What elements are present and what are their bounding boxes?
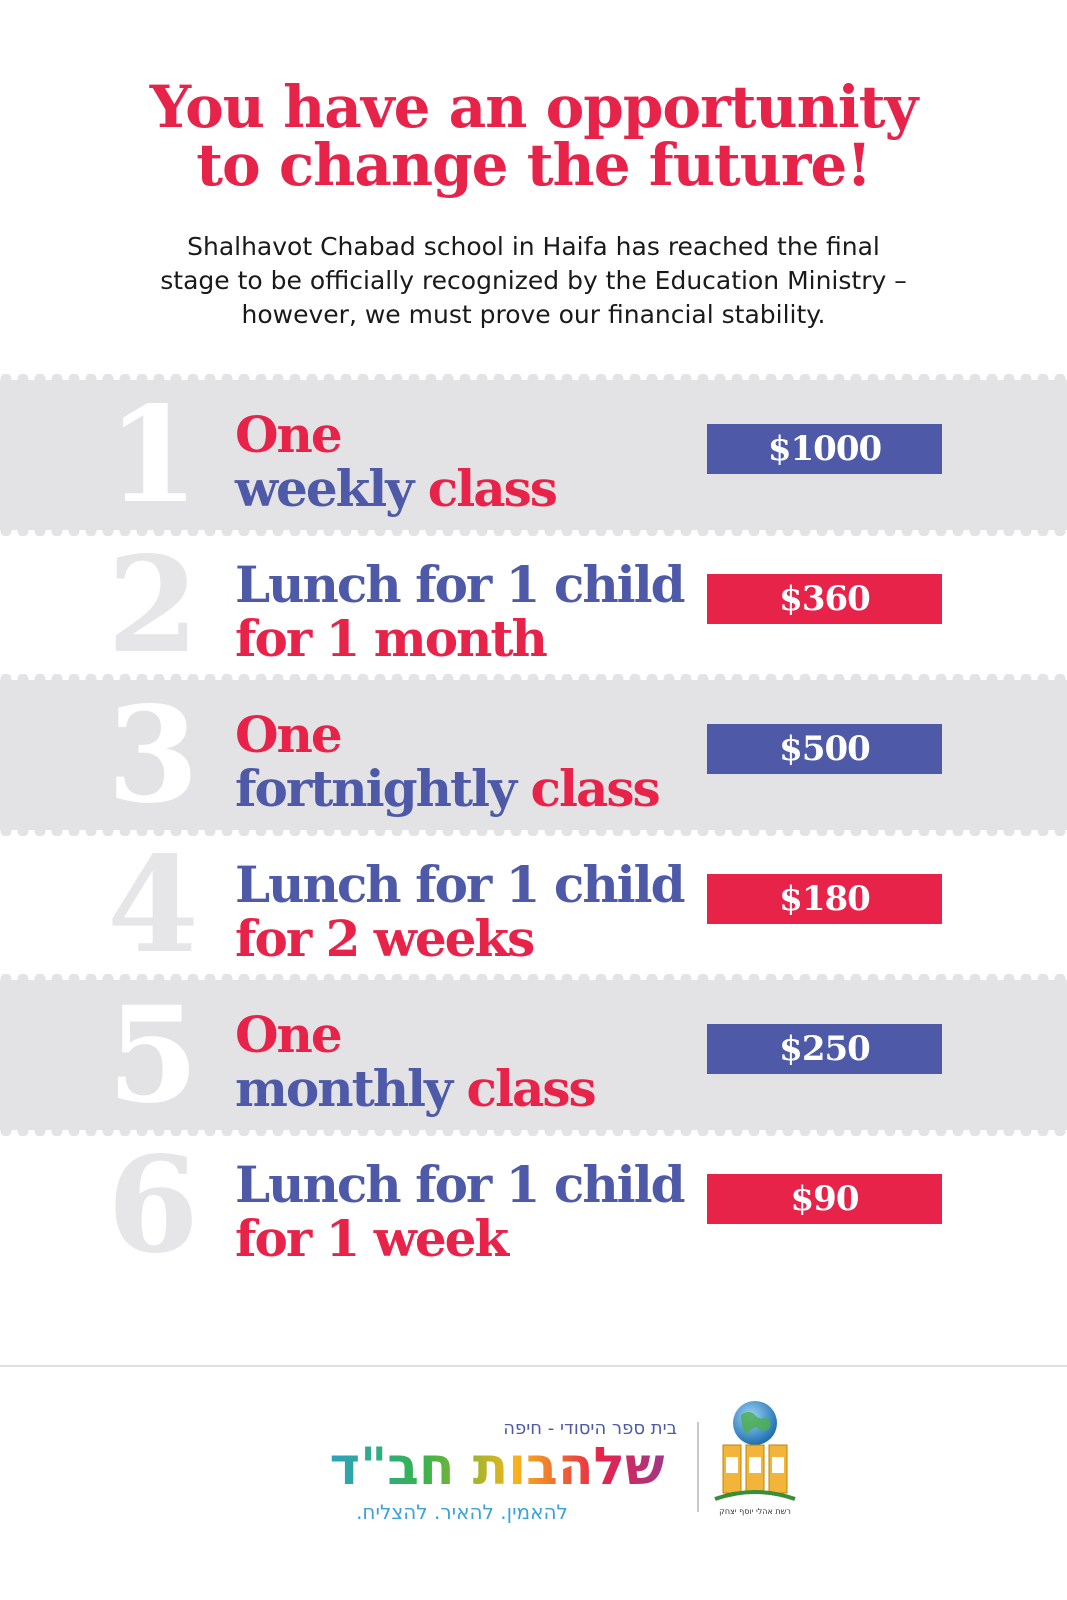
option-price-badge: $500 [707, 724, 942, 774]
school-subtitle: בית ספר היסודי - חיפה [503, 1418, 677, 1439]
option-title-segment: Lunch for 1 child [235, 855, 686, 914]
option-title-segment: for 1 week [235, 1209, 509, 1268]
school-tagline: להאמין. להאיר. להצליח. [356, 1500, 568, 1524]
option-title: Lunch for 1 child for 2 weeks [235, 858, 686, 966]
option-number: 2 [107, 528, 199, 683]
option-title-line1: Lunch for 1 child [235, 858, 686, 912]
headline-line-1: You have an opportunity [149, 73, 919, 141]
option-title-line1: One [235, 708, 675, 762]
option-number: 1 [107, 378, 199, 533]
option-title-segment: weekly [235, 459, 428, 518]
option-price-badge: $180 [707, 874, 942, 924]
option-title-line1: One [235, 1008, 675, 1062]
option-title: One weekly class [235, 408, 675, 516]
globe-emblem-icon [714, 1401, 796, 1501]
option-title-line1: Lunch for 1 child [235, 558, 686, 612]
option-title-segment: Lunch for 1 child [235, 1155, 686, 1214]
option-number: 5 [107, 978, 199, 1133]
emblem-caption: רשת אהלי יוסף יצחק [719, 1507, 791, 1516]
option-title-segment: class [427, 459, 558, 518]
donation-option-row: 5 One monthly class $250 [0, 974, 1067, 1136]
option-title-segment: fortnightly [235, 759, 531, 818]
option-title-line2: for 1 month [235, 612, 675, 666]
option-number: 6 [107, 1128, 199, 1283]
option-price-badge: $360 [707, 574, 942, 624]
school-logo: בית ספר היסודי - חיפה שלהבות חב"ד להאמין… [312, 1418, 682, 1528]
option-title-line1: One [235, 408, 675, 462]
school-name: שלהבות חב"ד [312, 1436, 682, 1498]
intro-line-2: stage to be officially recognized by the… [160, 266, 907, 295]
option-number: 4 [107, 828, 199, 983]
intro-line-1: Shalhavot Chabad school in Haifa has rea… [187, 232, 880, 261]
option-price-badge: $90 [707, 1174, 942, 1224]
headline: You have an opportunity to change the fu… [0, 78, 1067, 194]
option-price-badge: $1000 [707, 424, 942, 474]
option-title-segment: monthly [235, 1059, 467, 1118]
intro-line-3: however, we must prove our financial sta… [241, 300, 826, 329]
option-title-line1: Lunch for 1 child [235, 1158, 686, 1212]
donation-option-row: 4 Lunch for 1 child for 2 weeks $180 [0, 830, 1067, 980]
option-title: One monthly class [235, 1008, 675, 1116]
option-title-segment: Lunch for 1 child [235, 555, 686, 614]
intro-paragraph: Shalhavot Chabad school in Haifa has rea… [60, 230, 1007, 332]
option-title-segment: for 2 weeks [235, 909, 535, 968]
option-title-segment: class [466, 1059, 597, 1118]
option-title: One fortnightly class [235, 708, 675, 816]
option-title-segment: One [235, 705, 343, 764]
option-title: Lunch for 1 child for 1 week [235, 1158, 686, 1266]
option-title-segment: One [235, 405, 343, 464]
donation-options-list: 1 One weekly class $1000 2 Lunch for 1 child f… [0, 374, 1067, 1280]
logo-separator [697, 1422, 699, 1512]
option-title-line2: weekly class [235, 462, 675, 516]
donation-option-row: 3 One fortnightly class $500 [0, 674, 1067, 836]
headline-line-2: to change the future! [196, 131, 872, 199]
option-title: Lunch for 1 child for 1 month [235, 558, 686, 666]
option-title-line2: monthly class [235, 1062, 675, 1116]
network-emblem: רשת אהלי יוסף יצחק [705, 1395, 805, 1525]
option-price-badge: $250 [707, 1024, 942, 1074]
donation-option-row: 2 Lunch for 1 child for 1 month $360 [0, 530, 1067, 680]
donation-option-row: 6 Lunch for 1 child for 1 week $90 [0, 1130, 1067, 1280]
option-title-segment: for 1 month [235, 609, 548, 668]
option-number: 3 [107, 678, 199, 833]
option-title-line2: for 1 week [235, 1212, 675, 1266]
option-title-segment: One [235, 1005, 343, 1064]
donation-option-row: 1 One weekly class $1000 [0, 374, 1067, 536]
option-title-segment: class [530, 759, 661, 818]
option-title-line2: fortnightly class [235, 762, 675, 816]
option-title-line2: for 2 weeks [235, 912, 675, 966]
footer-divider [0, 1365, 1067, 1367]
